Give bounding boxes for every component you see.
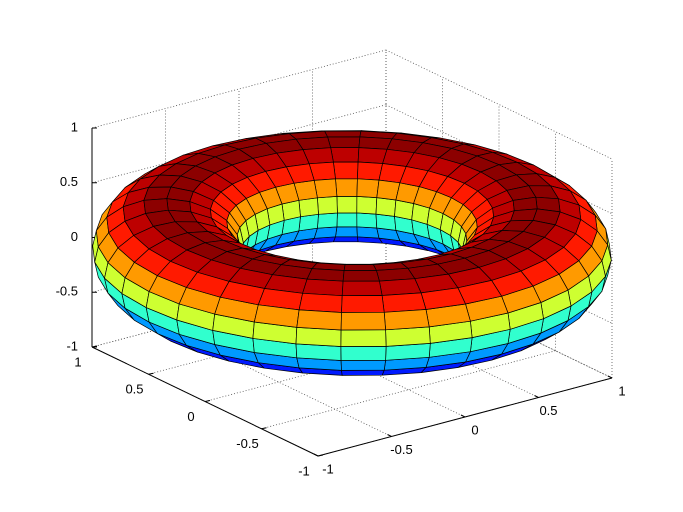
z-tick-label: 1 — [71, 119, 78, 134]
surface-patch — [342, 270, 380, 282]
y-tick — [261, 427, 267, 430]
y-tick — [148, 372, 154, 375]
surface-patch — [358, 136, 393, 150]
x-tick — [313, 453, 319, 457]
surface-patch — [341, 369, 385, 376]
surface-patch — [298, 292, 343, 313]
y-tick-label: 0.5 — [125, 382, 143, 397]
surface-patch — [340, 311, 386, 331]
surface-patch — [375, 197, 397, 217]
surface-patch — [383, 309, 430, 331]
x-tick-label: 1 — [618, 383, 625, 398]
surface-patch — [317, 212, 338, 229]
surface-patch — [335, 178, 358, 197]
x-tick — [460, 414, 466, 418]
x-tick — [387, 434, 392, 437]
surface-patch — [356, 178, 380, 198]
surface-patch — [333, 236, 359, 243]
surface-patch — [336, 196, 358, 214]
x-tick — [534, 395, 539, 398]
x-tick-label: 0.5 — [539, 403, 557, 418]
y-tick — [317, 454, 324, 457]
surface-patch — [333, 161, 359, 180]
surface-patch — [341, 295, 385, 313]
surface-patch — [341, 280, 383, 297]
surface-patch — [335, 226, 358, 238]
z-tick-label: -1 — [66, 338, 78, 353]
y-tick-label: -0.5 — [236, 436, 258, 451]
y-tick — [204, 400, 211, 402]
surface-patch — [298, 197, 319, 218]
y-tick-label: 1 — [74, 354, 81, 369]
surface-patch — [296, 309, 342, 331]
surface-patch — [357, 161, 383, 181]
y-tick-label: 0 — [187, 409, 194, 424]
x-tick-label: 0 — [471, 422, 478, 437]
surface-patch — [317, 196, 338, 215]
x-tick-label: -0.5 — [390, 442, 412, 457]
surface-patch — [357, 147, 388, 164]
surface-patch — [356, 226, 380, 239]
surface-patch — [340, 346, 387, 361]
z-tick-label: 0 — [71, 229, 78, 244]
surface-patch — [336, 212, 358, 228]
surface-patch — [340, 329, 387, 347]
surface-patch — [385, 326, 431, 347]
x-tick — [607, 375, 613, 379]
surface-patch — [381, 292, 427, 313]
surface-patch — [313, 178, 338, 199]
surface-patch — [327, 136, 361, 149]
surface-patch — [330, 147, 360, 163]
surface-patch — [343, 264, 377, 271]
surface-patch — [356, 212, 378, 229]
z-tick-label: 0.5 — [60, 174, 78, 189]
surface-patch — [356, 196, 378, 215]
surface-patch — [340, 359, 386, 371]
surface-patch — [295, 327, 342, 347]
z-tick-label: -0.5 — [56, 284, 78, 299]
y-tick-label: -1 — [298, 463, 310, 478]
surface-patch — [324, 130, 362, 138]
x-tick-label: -1 — [322, 461, 334, 476]
surface-patch — [302, 278, 344, 297]
